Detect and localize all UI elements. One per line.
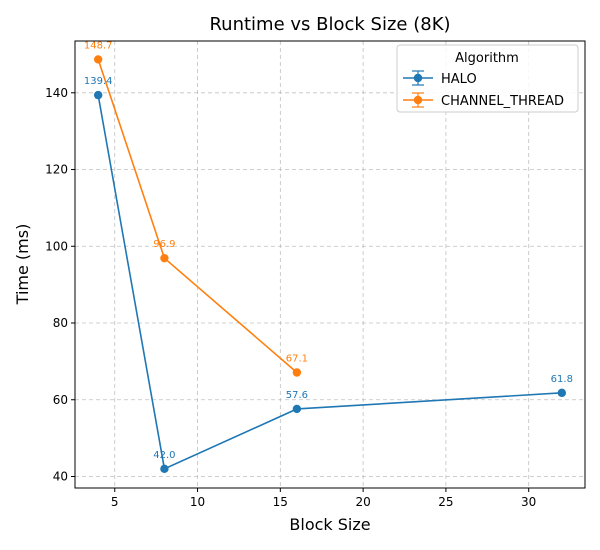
- data-point: [557, 388, 567, 398]
- x-axis-ticks: 5 10 15 20 25 30: [111, 488, 536, 509]
- legend: Algorithm HALO CHANNEL_THREAD: [396, 44, 579, 113]
- data-label: 57.6: [286, 390, 308, 401]
- data-point: [160, 253, 169, 263]
- y-tick-label: 60: [53, 393, 68, 407]
- x-tick-label: 20: [355, 495, 370, 509]
- legend-entries: HALO CHANNEL_THREAD: [403, 70, 564, 109]
- legend-marker: [413, 73, 423, 83]
- data-point: [160, 464, 169, 474]
- legend-label: HALO: [441, 72, 477, 87]
- y-tick-label: 120: [45, 163, 68, 177]
- data-point: [93, 90, 103, 100]
- x-tick-label: 5: [111, 495, 119, 509]
- data-point: [93, 55, 103, 64]
- x-tick-label: 25: [438, 495, 453, 509]
- x-axis-label: Block Size: [289, 515, 370, 534]
- legend-label: CHANNEL_THREAD: [441, 94, 564, 109]
- data-label: 67.1: [286, 354, 308, 365]
- chart-title: Runtime vs Block Size (8K): [209, 14, 450, 35]
- legend-box: [396, 44, 579, 113]
- legend-marker: [413, 95, 423, 105]
- y-tick-label: 100: [45, 239, 68, 253]
- series-line: [97, 94, 562, 470]
- y-tick-label: 40: [53, 469, 68, 483]
- y-tick-label: 80: [53, 316, 68, 330]
- series-layer: 139.4 42.0 57.6 61.8 148.7 96.9 67.1: [84, 40, 573, 474]
- plot-frame: [74, 40, 586, 489]
- legend-entry-halo: HALO: [403, 70, 477, 87]
- data-label: 42.0: [153, 450, 175, 461]
- series-halo: 139.4 42.0 57.6 61.8: [84, 76, 573, 474]
- data-point: [292, 368, 302, 377]
- y-axis-label: Time (ms): [13, 224, 32, 306]
- data-label: 139.4: [84, 76, 113, 87]
- data-label: 96.9: [153, 239, 175, 250]
- data-label: 61.8: [551, 374, 573, 385]
- y-axis-ticks: 40 60 80 100 120 140: [45, 86, 75, 483]
- x-tick-label: 10: [190, 495, 205, 509]
- x-tick-label: 30: [521, 495, 536, 509]
- legend-entry-channel-thread: CHANNEL_THREAD: [403, 92, 564, 109]
- legend-title: Algorithm: [455, 51, 519, 66]
- y-tick-label: 140: [45, 86, 68, 100]
- grid: [75, 41, 585, 488]
- data-point: [292, 404, 302, 414]
- x-tick-label: 15: [273, 495, 288, 509]
- data-label: 148.7: [84, 40, 113, 51]
- series-channel-thread: 148.7 96.9 67.1: [84, 40, 308, 377]
